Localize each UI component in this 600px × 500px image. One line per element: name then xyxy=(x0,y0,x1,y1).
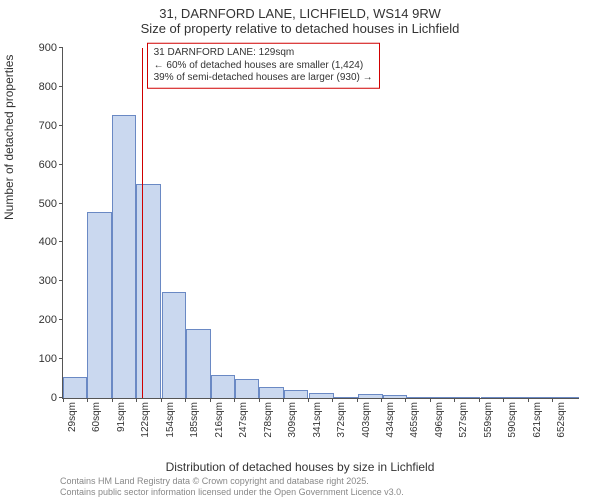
y-tick-label: 200 xyxy=(39,314,63,326)
y-tick-mark xyxy=(59,319,63,320)
x-tick-label: 122sqm xyxy=(140,402,151,438)
chart-title-line2: Size of property relative to detached ho… xyxy=(0,21,600,36)
y-tick-label: 500 xyxy=(39,198,63,210)
x-tick-mark xyxy=(112,398,113,402)
footnote-line1: Contains HM Land Registry data © Crown c… xyxy=(60,476,404,487)
x-tick-mark xyxy=(503,398,504,402)
histogram-bar xyxy=(87,212,111,398)
x-tick-mark xyxy=(136,398,137,402)
histogram-bar xyxy=(284,390,308,398)
x-tick-mark xyxy=(234,398,235,402)
annotation-box: 31 DARNFORD LANE: 129sqm← 60% of detache… xyxy=(147,43,380,89)
y-tick-mark xyxy=(59,280,63,281)
x-tick-label: 341sqm xyxy=(312,402,323,438)
y-tick-label: 0 xyxy=(51,392,63,404)
y-tick-mark xyxy=(59,358,63,359)
x-tick-mark xyxy=(552,398,553,402)
y-tick-label: 300 xyxy=(39,275,63,287)
y-tick-mark xyxy=(59,203,63,204)
x-tick-label: 559sqm xyxy=(483,402,494,438)
y-tick-mark xyxy=(59,241,63,242)
chart-title-line1: 31, DARNFORD LANE, LICHFIELD, WS14 9RW xyxy=(0,0,600,21)
x-tick-label: 216sqm xyxy=(214,402,225,438)
x-tick-label: 60sqm xyxy=(91,402,102,432)
annotation-line1: 31 DARNFORD LANE: 129sqm xyxy=(154,47,373,60)
x-tick-mark xyxy=(87,398,88,402)
y-tick-mark xyxy=(59,164,63,165)
histogram-bar xyxy=(530,397,554,398)
y-tick-mark xyxy=(59,125,63,126)
y-tick-label: 600 xyxy=(39,159,63,171)
x-tick-mark xyxy=(63,398,64,402)
x-tick-mark xyxy=(308,398,309,402)
x-tick-label: 91sqm xyxy=(116,402,127,432)
histogram-bar xyxy=(235,379,259,398)
x-tick-label: 185sqm xyxy=(189,402,200,438)
histogram-bar xyxy=(136,184,160,398)
histogram-bar xyxy=(63,377,87,398)
x-tick-label: 434sqm xyxy=(385,402,396,438)
x-tick-label: 590sqm xyxy=(507,402,518,438)
histogram-bar xyxy=(162,292,186,398)
footnote: Contains HM Land Registry data © Crown c… xyxy=(60,476,404,498)
x-tick-label: 372sqm xyxy=(336,402,347,438)
x-tick-label: 29sqm xyxy=(67,402,78,432)
annotation-line2: ← 60% of detached houses are smaller (1,… xyxy=(154,59,373,72)
histogram-bar xyxy=(506,397,530,398)
y-tick-mark xyxy=(59,86,63,87)
x-tick-mark xyxy=(405,398,406,402)
x-tick-mark xyxy=(332,398,333,402)
histogram-bar xyxy=(456,397,480,398)
x-tick-mark xyxy=(528,398,529,402)
x-tick-mark xyxy=(430,398,431,402)
y-tick-label: 800 xyxy=(39,81,63,93)
x-tick-label: 247sqm xyxy=(238,402,249,438)
plot-area: 010020030040050060070080090029sqm60sqm91… xyxy=(62,48,579,399)
x-tick-mark xyxy=(161,398,162,402)
x-tick-mark xyxy=(210,398,211,402)
x-tick-label: 496sqm xyxy=(434,402,445,438)
histogram-bar xyxy=(481,397,505,398)
histogram-bar xyxy=(309,393,333,398)
histogram-bar xyxy=(112,115,136,398)
x-tick-label: 154sqm xyxy=(165,402,176,438)
x-tick-label: 652sqm xyxy=(556,402,567,438)
x-tick-mark xyxy=(185,398,186,402)
y-tick-label: 900 xyxy=(39,42,63,54)
histogram-bar xyxy=(407,397,431,398)
histogram-bar xyxy=(186,329,210,398)
y-tick-label: 100 xyxy=(39,353,63,365)
histogram-bar xyxy=(383,395,407,398)
x-axis-label: Distribution of detached houses by size … xyxy=(0,460,600,474)
histogram-bar xyxy=(431,397,455,398)
x-tick-label: 309sqm xyxy=(287,402,298,438)
x-tick-mark xyxy=(479,398,480,402)
x-tick-label: 465sqm xyxy=(409,402,420,438)
y-axis-label: Number of detached properties xyxy=(2,55,16,220)
y-tick-label: 700 xyxy=(39,120,63,132)
x-tick-mark xyxy=(381,398,382,402)
histogram-bar xyxy=(555,397,579,398)
y-tick-label: 400 xyxy=(39,236,63,248)
x-tick-label: 621sqm xyxy=(532,402,543,438)
x-tick-label: 403sqm xyxy=(361,402,372,438)
y-tick-mark xyxy=(59,47,63,48)
histogram-bar xyxy=(211,375,235,398)
annotation-line3: 39% of semi-detached houses are larger (… xyxy=(154,72,373,85)
x-tick-mark xyxy=(357,398,358,402)
histogram-bar xyxy=(259,387,283,398)
reference-line xyxy=(142,48,143,398)
x-tick-label: 278sqm xyxy=(263,402,274,438)
footnote-line2: Contains public sector information licen… xyxy=(60,487,404,498)
x-tick-mark xyxy=(283,398,284,402)
histogram-bar xyxy=(358,394,382,398)
histogram-bar xyxy=(334,397,358,398)
chart-container: 31, DARNFORD LANE, LICHFIELD, WS14 9RW S… xyxy=(0,0,600,500)
x-tick-mark xyxy=(259,398,260,402)
x-tick-mark xyxy=(454,398,455,402)
x-tick-label: 527sqm xyxy=(458,402,469,438)
